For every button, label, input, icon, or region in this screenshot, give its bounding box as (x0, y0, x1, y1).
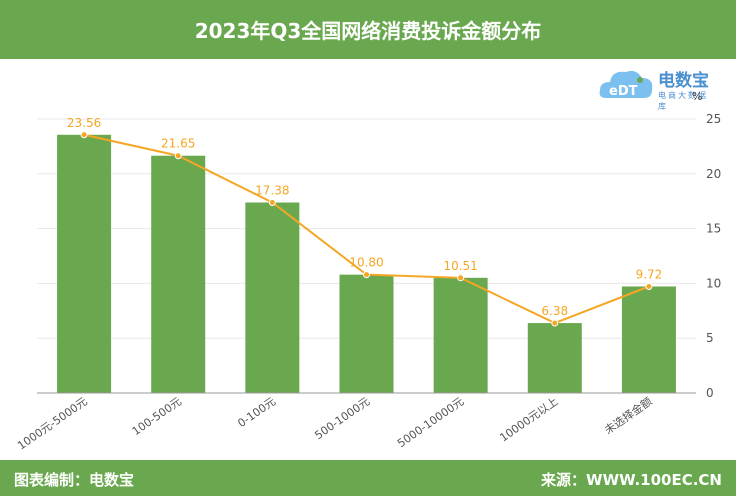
y-tick-label: 15 (706, 222, 721, 236)
line-point (268, 199, 276, 207)
line-point (80, 131, 88, 139)
y-tick-label: 0 (706, 386, 714, 400)
line-point (457, 274, 465, 282)
chart-footer: 图表编制：电数宝 来源：WWW.100EC.CN (0, 460, 736, 496)
chart-header: 2023年Q3全国网络消费投诉金额分布 (0, 0, 736, 59)
bar-line-chart: 23.56 21.65 17.38 10.80 10.51 6.38 9.72 0 5 10 15… (15, 90, 721, 453)
svg-text:eDT: eDT (609, 84, 638, 99)
y-tick-label: 25 (706, 112, 721, 126)
bar (245, 202, 300, 393)
x-tick-label: 5000-10000元 (395, 395, 466, 450)
cloud-logo-icon: eDT (599, 70, 653, 99)
x-tick-label: 100-500元 (130, 395, 184, 438)
line-point (551, 319, 559, 327)
logo-sub-text: 电商大数据库 (658, 91, 708, 111)
x-tick-label: 10000元以上 (497, 395, 560, 445)
data-label: 23.56 (67, 116, 101, 130)
logo-brand-text: 电数宝 (658, 71, 709, 91)
x-tick-label: 0-100元 (235, 395, 278, 430)
data-label: 17.38 (255, 184, 289, 198)
data-label: 6.38 (541, 304, 568, 318)
y-tick-label: 5 (706, 331, 714, 345)
x-tick-label: 未选择金额 (602, 394, 655, 437)
bar (339, 274, 394, 393)
line-point (645, 282, 653, 290)
footer-source-text: 来源：WWW.100EC.CN (541, 471, 722, 489)
bar (433, 277, 488, 393)
chart-title: 2023年Q3全国网络消费投诉金额分布 (194, 19, 542, 43)
data-label: 9.72 (636, 267, 663, 281)
data-label: 10.80 (349, 256, 383, 270)
y-unit-label: % (692, 90, 702, 103)
bar (527, 323, 582, 393)
data-label: 21.65 (161, 137, 195, 151)
data-label: 10.51 (443, 259, 477, 273)
footer-compiler-text: 图表编制：电数宝 (14, 471, 135, 489)
bar (151, 155, 206, 393)
line-point (363, 271, 370, 279)
bar (57, 134, 112, 393)
brand-logo: eDT 电数宝 电商大数据库 (596, 64, 716, 111)
x-tick-label: 1000元-5000元 (15, 395, 90, 453)
bar (621, 286, 676, 393)
line-point (174, 152, 182, 160)
x-tick-label: 500-1000元 (312, 395, 372, 442)
y-tick-label: 10 (706, 276, 721, 290)
y-tick-label: 20 (706, 167, 721, 181)
